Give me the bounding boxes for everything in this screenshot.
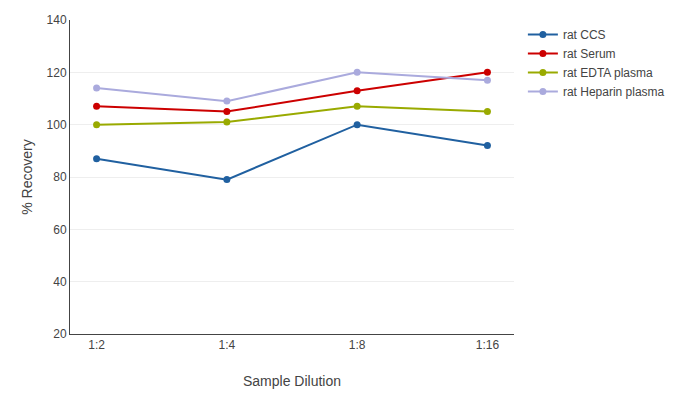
svg-text:rat EDTA plasma: rat EDTA plasma <box>563 66 653 80</box>
svg-text:1:8: 1:8 <box>349 338 366 352</box>
svg-text:% Recovery: % Recovery <box>19 139 35 214</box>
svg-text:40: 40 <box>53 275 67 289</box>
svg-text:60: 60 <box>53 223 67 237</box>
svg-text:rat CCS: rat CCS <box>563 28 606 42</box>
svg-text:rat Heparin plasma: rat Heparin plasma <box>563 85 665 99</box>
svg-text:120: 120 <box>47 66 67 80</box>
svg-text:1:16: 1:16 <box>476 338 500 352</box>
svg-text:rat Serum: rat Serum <box>563 47 616 61</box>
svg-text:80: 80 <box>53 170 67 184</box>
svg-text:20: 20 <box>53 327 67 341</box>
svg-text:1:2: 1:2 <box>88 338 105 352</box>
svg-text:100: 100 <box>47 118 67 132</box>
svg-text:Sample Dilution: Sample Dilution <box>243 373 341 389</box>
svg-text:140: 140 <box>47 13 67 27</box>
svg-text:1:4: 1:4 <box>219 338 236 352</box>
